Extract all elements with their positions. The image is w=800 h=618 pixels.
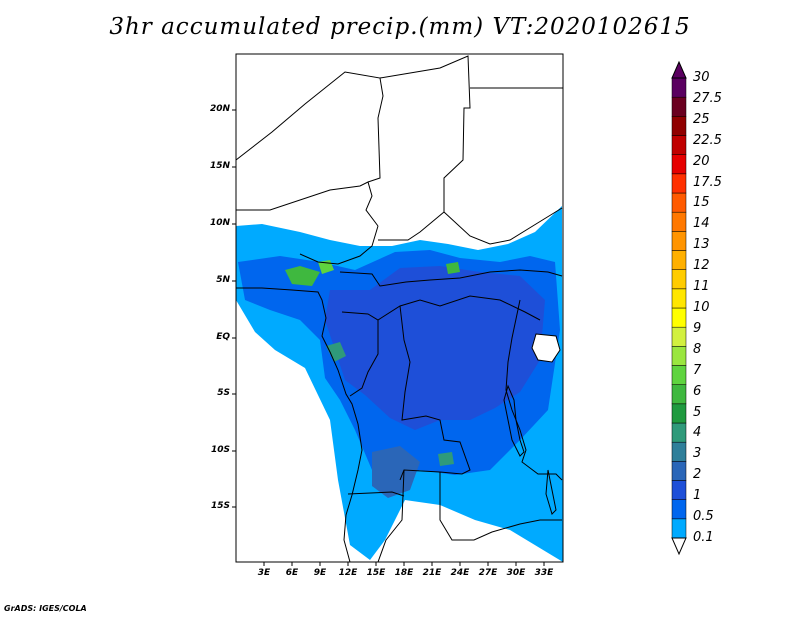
lake-tanganyika [503, 384, 525, 457]
colorbar-label: 11 [693, 279, 710, 295]
precip-band-south [372, 446, 420, 498]
colorbar-segment [671, 173, 687, 194]
colorbar-label: 17.5 [693, 174, 722, 190]
colorbar-label: 25 [693, 111, 710, 127]
lon-label-24e: 24E [450, 568, 470, 578]
lat-label-15s: 15S [210, 501, 230, 511]
lon-label-9e: 9E [313, 568, 327, 578]
colorbar-label: 0.1 [693, 530, 714, 545]
coastline [236, 287, 363, 562]
lon-label-18e: 18E [394, 568, 414, 578]
lon-label-15e: 15E [366, 568, 386, 578]
colorbar-segment [671, 384, 687, 405]
precip-spot-angola [438, 452, 454, 466]
colorbar-segment [671, 403, 687, 424]
lon-label-21e: 21E [422, 568, 442, 578]
lat-ticks [232, 109, 236, 508]
colorbar-label: 20 [693, 153, 710, 169]
colorbar-segment [671, 346, 687, 366]
precip-field [236, 206, 563, 562]
colorbar-segment [671, 116, 687, 136]
colorbar-segment [671, 518, 687, 539]
colorbar-label: 10 [693, 300, 710, 315]
lon-label-33e: 33E [534, 568, 554, 578]
colorbar-top-arrow [671, 60, 687, 79]
lat-label-10s: 10S [210, 445, 230, 455]
colorbar-segment [671, 499, 687, 520]
lat-label-eq: EQ [216, 332, 230, 342]
colorbar-segment [671, 192, 687, 213]
lat-label-15n: 15N [209, 161, 230, 171]
colorbar-bottom-arrow [671, 537, 687, 556]
colorbar-segment [671, 365, 687, 385]
colorbar-label: 0.5 [693, 509, 714, 525]
lake-victoria [531, 333, 561, 363]
colorbar-label: 22.5 [693, 132, 722, 148]
colorbar-label: 7 [693, 362, 702, 378]
lon-label-6e: 6E [285, 568, 299, 578]
colorbar-label: 9 [693, 320, 702, 336]
lat-label-5n: 5N [216, 275, 230, 285]
lon-label-3e: 3E [257, 568, 271, 578]
colorbar-segment [671, 135, 687, 155]
colorbar-segment [671, 211, 687, 232]
colorbar-label: 4 [693, 425, 702, 441]
colorbar-label: 6 [693, 383, 702, 399]
lon-label-12e: 12E [338, 568, 358, 578]
colorbar-label: 2 [693, 467, 702, 483]
colorbar-segment [671, 326, 687, 347]
colorbar-label: 5 [693, 404, 702, 420]
colorbar-segment [671, 269, 687, 290]
map-title: 3hr accumulated precip.(mm) VT:202010261… [109, 14, 691, 40]
colorbar-segment [671, 96, 687, 117]
precip-heavier-region [325, 266, 545, 430]
precip-spot-cameroon [285, 266, 320, 286]
colorbar-segment [671, 461, 687, 481]
lat-label-20n: 20N [209, 104, 230, 114]
colorbar-label: 27.5 [693, 90, 722, 106]
colorbar-segment [671, 77, 687, 98]
colorbar [671, 60, 687, 556]
colorbar-label: 1 [693, 488, 702, 504]
colorbar-segment [671, 441, 687, 462]
colorbar-label: 8 [693, 341, 702, 357]
colorbar-segment [671, 250, 687, 270]
colorbar-segment [671, 231, 687, 251]
colorbar-label: 12 [693, 258, 710, 274]
map-frame [235, 53, 564, 563]
colorbar-label: 15 [693, 195, 710, 211]
colorbar-segment [671, 307, 687, 328]
lon-label-30e: 30E [506, 568, 526, 578]
colorbar-segment [671, 480, 687, 500]
lat-label-5s: 5S [217, 388, 230, 398]
footer-credit: GrADS: IGES/COLA [4, 604, 87, 613]
precip-spot-gabon [326, 342, 346, 362]
lon-ticks [263, 562, 545, 566]
colorbar-label: 13 [693, 237, 710, 253]
country-borders [236, 55, 563, 562]
colorbar-label: 3 [693, 446, 702, 462]
colorbar-segment [671, 422, 687, 443]
colorbar-label: 30 [693, 70, 710, 85]
colorbar-segment [671, 154, 687, 175]
lat-label-10n: 10N [209, 218, 230, 228]
precip-spot-chad [446, 262, 460, 274]
lon-label-27e: 27E [478, 568, 498, 578]
colorbar-label: 14 [693, 216, 710, 232]
colorbar-segment [671, 288, 687, 309]
